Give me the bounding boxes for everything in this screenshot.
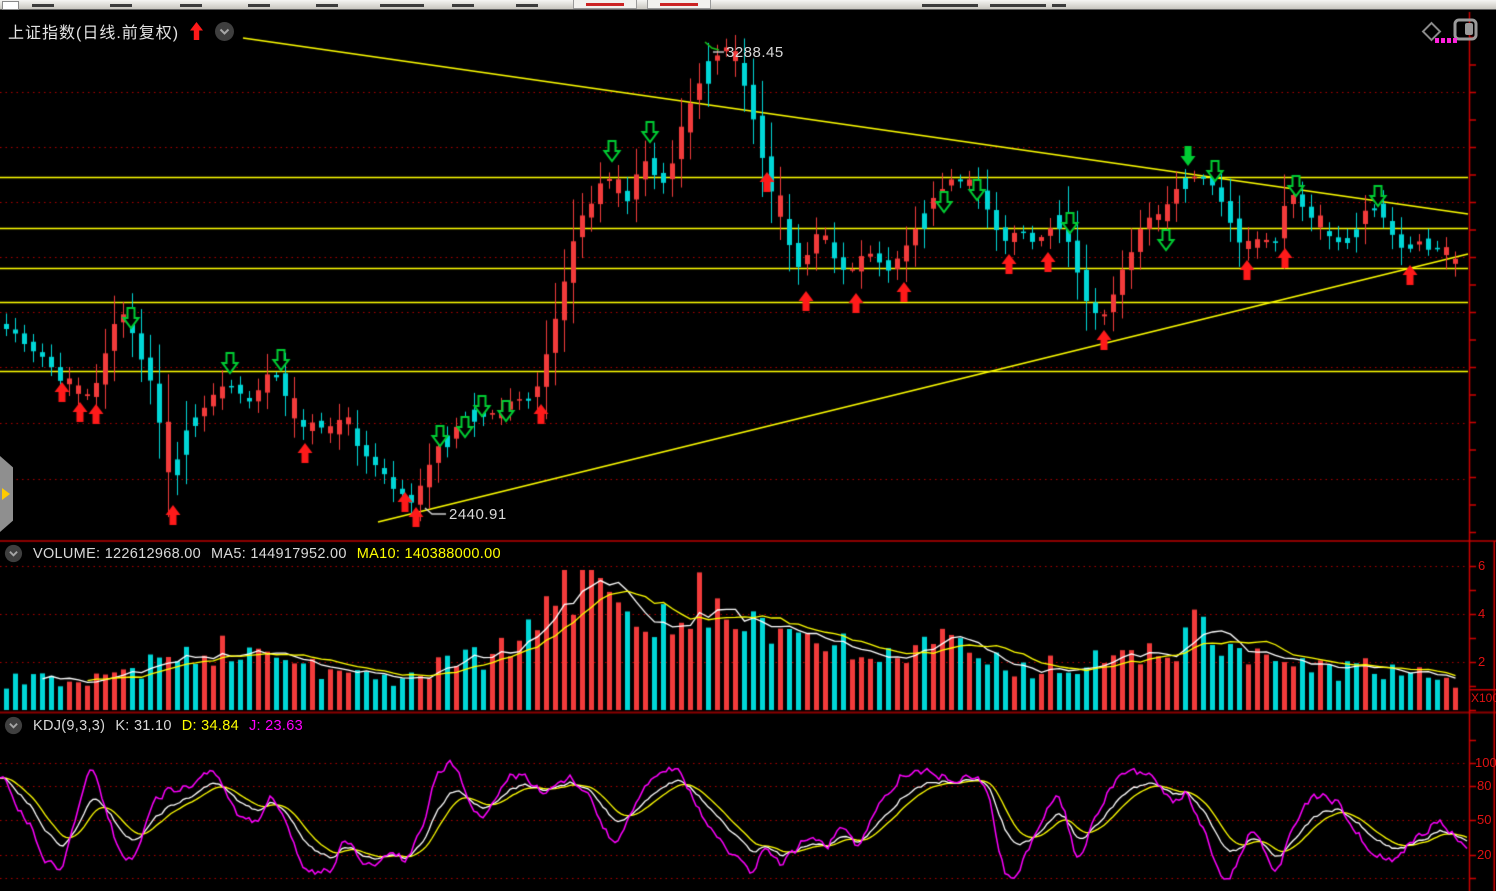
toolbar-button[interactable] xyxy=(573,0,637,9)
volume-ma5-readout: MA5: 144917952.00 xyxy=(211,545,347,562)
menu-item[interactable] xyxy=(516,4,538,7)
kdj-scale-50: 50 xyxy=(1477,812,1492,827)
volume-scale-2: 2 xyxy=(1478,654,1486,669)
kdj-collapse-icon[interactable] xyxy=(4,716,23,735)
expand-arrow-icon xyxy=(2,488,10,500)
volume-readout: VOLUME: 122612968.00 xyxy=(33,545,202,562)
volume-collapse-icon[interactable] xyxy=(4,544,23,563)
window-restore-icon[interactable] xyxy=(1453,18,1478,41)
volume-ma10-readout: MA10: 140388000.00 xyxy=(356,545,501,562)
magenta-dots-indicator xyxy=(1435,38,1457,43)
volume-scale-4: 4 xyxy=(1478,606,1486,621)
kdj-scale-100: 100 xyxy=(1475,755,1496,770)
kdj-scale-80: 80 xyxy=(1477,778,1492,793)
menu-item[interactable] xyxy=(316,4,338,7)
menu-item[interactable] xyxy=(110,4,132,7)
menu-item[interactable] xyxy=(32,4,54,7)
red-up-arrow-icon xyxy=(189,21,204,41)
peak-price-label: 3288.45 xyxy=(726,44,784,61)
volume-axis-multiplier: X10000 xyxy=(1471,691,1496,705)
volume-scale-6: 6 xyxy=(1478,558,1486,573)
left-panel-toggle[interactable] xyxy=(0,456,13,532)
chart-title: 上证指数(日线.前复权) xyxy=(8,25,180,42)
kdj-j-readout: J: 23.63 xyxy=(248,717,303,734)
menu-item[interactable] xyxy=(452,4,474,7)
menu-item[interactable] xyxy=(380,4,424,7)
kdj-label: KDJ(9,3,3) xyxy=(33,717,106,734)
trough-price-label: 2440.91 xyxy=(449,506,507,523)
kdj-scale-20: 20 xyxy=(1477,847,1492,862)
menu-text xyxy=(1052,4,1066,7)
diamond-icon[interactable] xyxy=(1418,18,1445,45)
menu-item[interactable] xyxy=(180,4,202,7)
menu-item[interactable] xyxy=(248,4,270,7)
menu-bar[interactable] xyxy=(0,0,1496,10)
chevron-down-circle-icon[interactable] xyxy=(214,21,235,42)
menu-text xyxy=(922,4,978,7)
kdj-k-readout: K: 31.10 xyxy=(115,717,172,734)
toolbar-button[interactable] xyxy=(647,0,711,9)
app-icon xyxy=(2,1,19,10)
kdj-d-readout: D: 34.84 xyxy=(181,717,239,734)
menu-text xyxy=(990,4,1046,7)
